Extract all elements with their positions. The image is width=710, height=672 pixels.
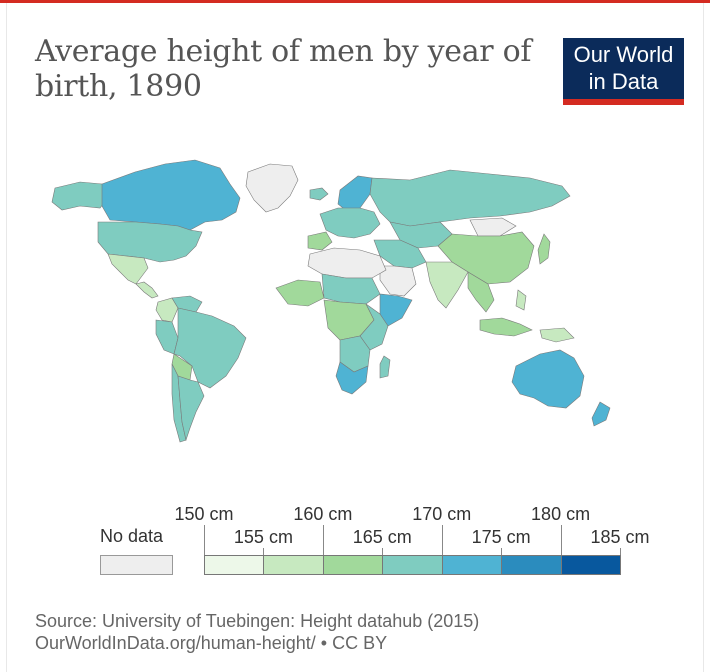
map-region-australia[interactable]	[511, 349, 585, 409]
legend-bin-170-175[interactable]	[441, 555, 503, 575]
legend-no-data-label: No data	[100, 526, 164, 546]
map-region-alaska[interactable]	[51, 181, 109, 211]
legend-bin-175-180[interactable]	[501, 555, 562, 575]
map-region-japan[interactable]	[537, 233, 551, 265]
legend-tick	[204, 525, 205, 555]
chart-frame	[6, 3, 704, 672]
legend-tick	[501, 548, 503, 555]
map-region-madagascar[interactable]	[379, 355, 391, 379]
map-region-north-africa[interactable]	[307, 247, 387, 279]
source-line-1: Source: University of Tuebingen: Height …	[35, 611, 480, 631]
map-region-argentina[interactable]	[177, 375, 205, 442]
map-region-venezuela[interactable]	[171, 295, 203, 313]
legend-tick	[322, 525, 324, 555]
map-region-russia[interactable]	[369, 169, 571, 227]
map-region-peru[interactable]	[155, 319, 179, 355]
map-region-central-america[interactable]	[135, 281, 159, 299]
logo-line-1: Our World	[573, 42, 674, 67]
legend-bin-155-160[interactable]	[263, 555, 324, 575]
map-region-mexico[interactable]	[107, 253, 149, 285]
logo-box: Our World in Data	[563, 38, 684, 99]
legend-bin-180-185[interactable]	[560, 555, 621, 575]
source-note: Source: University of Tuebingen: Height …	[35, 610, 479, 654]
map-region-southeast-asia[interactable]	[467, 271, 495, 313]
legend-bin-165-170[interactable]	[382, 555, 443, 575]
map-region-iceland[interactable]	[309, 187, 329, 201]
legend-color-scale	[204, 555, 621, 575]
legend-bin-160-165[interactable]	[322, 555, 384, 575]
legend-tick-label: 150 cm	[174, 504, 234, 524]
map-region-new-zealand[interactable]	[591, 401, 611, 427]
map-region-middle-east[interactable]	[373, 239, 427, 269]
legend-tick	[263, 548, 265, 555]
map-region-iberia[interactable]	[307, 231, 333, 251]
map-region-mongolia[interactable]	[469, 217, 517, 237]
map-region-philippines[interactable]	[515, 289, 527, 311]
map-region-east-africa[interactable]	[359, 303, 389, 351]
map-region-scandinavia[interactable]	[337, 175, 373, 213]
legend-tick-label: 180 cm	[531, 504, 591, 524]
chart-title: Average height of men by year of birth, …	[35, 34, 532, 104]
logo-line-2: in Data	[588, 69, 659, 94]
logo-red-bar	[563, 99, 684, 105]
map-region-sahel[interactable]	[321, 273, 381, 305]
legend-tick-label: 175 cm	[471, 527, 531, 547]
legend-tick	[441, 525, 443, 555]
legend-tick	[620, 548, 621, 555]
map-region-canada[interactable]	[101, 159, 241, 231]
legend-tick	[382, 548, 384, 555]
map-region-greenland[interactable]	[245, 163, 299, 213]
legend-tick-label: 160 cm	[293, 504, 353, 524]
legend-tick	[560, 525, 562, 555]
legend-tick-label: 155 cm	[233, 527, 293, 547]
source-line-2: OurWorldInData.org/human-height/ • CC BY	[35, 633, 388, 653]
owid-logo[interactable]: Our World in Data	[563, 38, 684, 106]
map-region-south-africa[interactable]	[335, 361, 369, 395]
map-region-india[interactable]	[425, 261, 469, 309]
map-region-arabia[interactable]	[379, 265, 417, 297]
legend-tick-label: 170 cm	[412, 504, 472, 524]
legend-tick-label: 185 cm	[590, 527, 650, 547]
world-map	[51, 159, 611, 443]
legend-no-data-swatch[interactable]	[100, 555, 173, 575]
top-accent-rule	[0, 0, 710, 3]
map-region-new-guinea[interactable]	[539, 327, 575, 343]
map-region-indonesia[interactable]	[479, 317, 533, 337]
legend-bin-150-155[interactable]	[204, 555, 265, 575]
map-region-western-europe[interactable]	[319, 207, 381, 239]
legend-tick-label: 165 cm	[352, 527, 412, 547]
map-region-west-africa[interactable]	[275, 279, 325, 307]
